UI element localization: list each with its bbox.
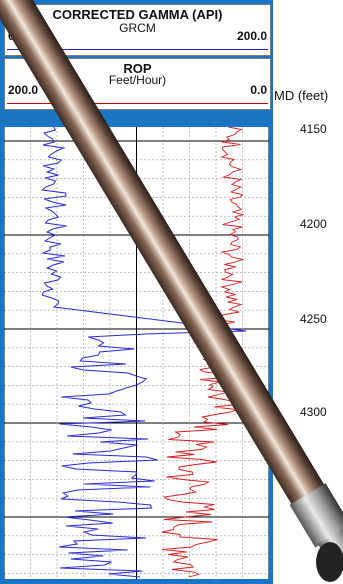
depth-tick: 4250 xyxy=(300,312,327,326)
gamma-legend-line xyxy=(7,49,268,50)
gamma-scale-right: 200.0 xyxy=(236,29,267,43)
rop-unit: Feet/Hour) xyxy=(108,73,167,87)
bit-cutter xyxy=(316,542,343,582)
rop-scale-right: 0.0 xyxy=(250,83,267,97)
rop-legend-line xyxy=(7,103,268,104)
depth-tick: 4150 xyxy=(300,122,327,136)
drill-bit-collar xyxy=(289,483,343,548)
depth-tick: 4300 xyxy=(300,405,327,419)
depth-tick: 4200 xyxy=(300,217,327,231)
gamma-mnemonic: GRCM xyxy=(119,21,156,35)
gamma-curve xyxy=(41,127,247,578)
depth-axis-label: MD (feet) xyxy=(274,88,329,103)
pipe-shaft xyxy=(0,0,325,506)
rop-scale-left: 200.0 xyxy=(8,83,39,97)
gamma-title: CORRECTED GAMMA (API) xyxy=(52,7,223,22)
rop-title: ROP xyxy=(123,61,152,76)
